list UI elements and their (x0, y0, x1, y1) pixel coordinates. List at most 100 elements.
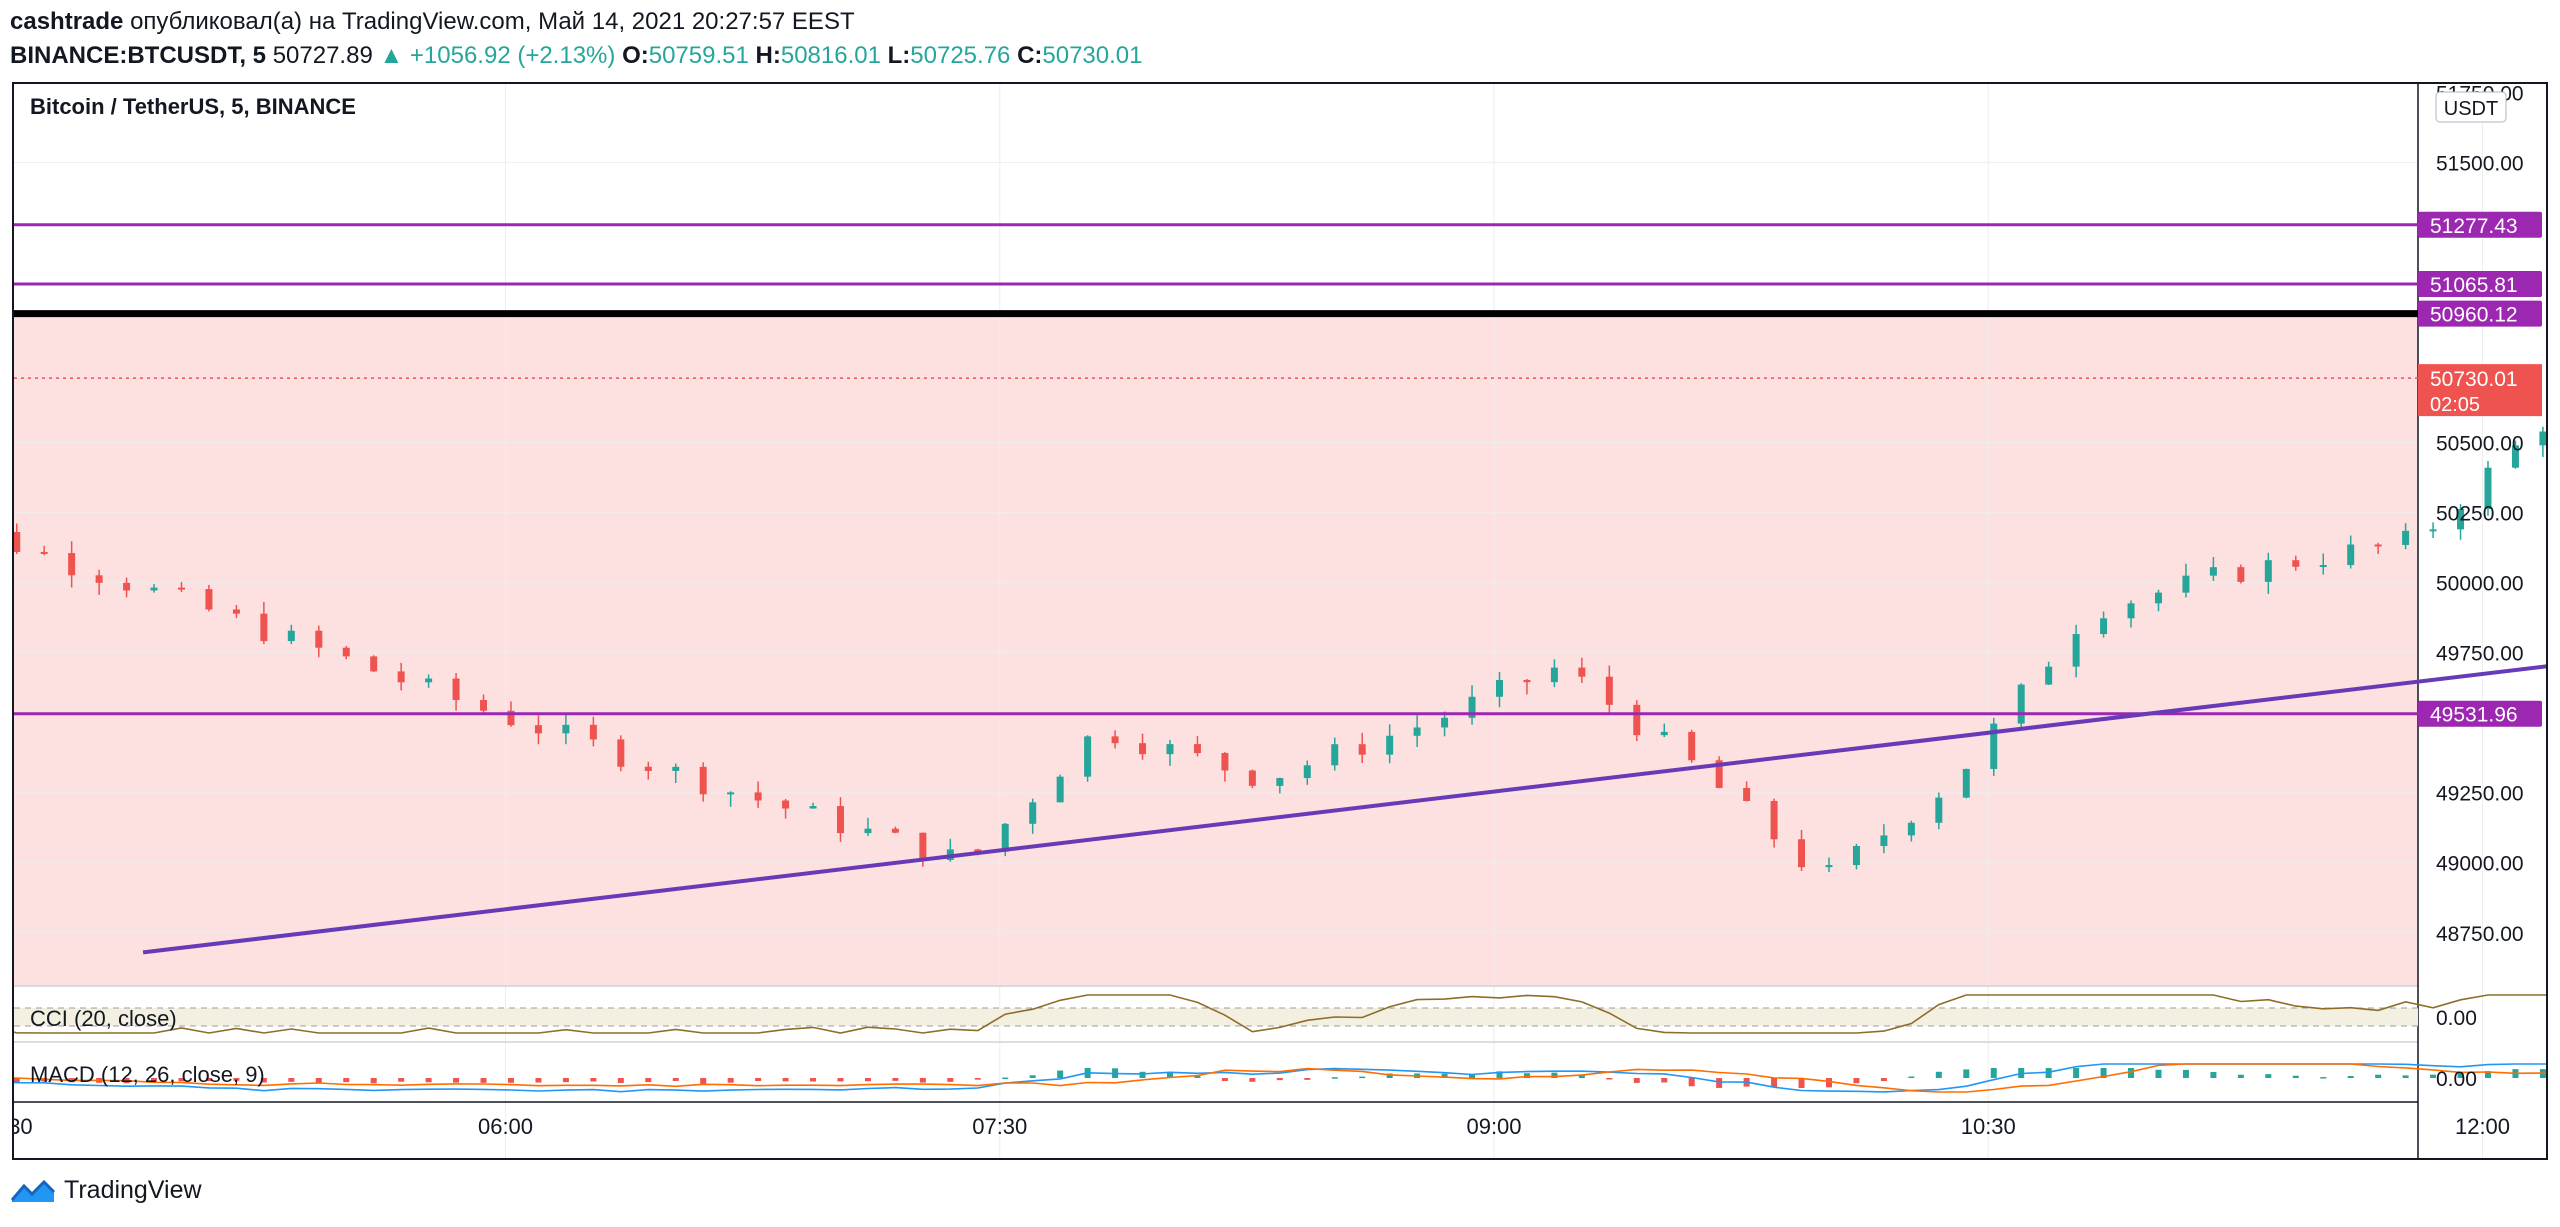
price-chart[interactable]: 425.84 (0.84%) 42584−1213.77 (−2.40%) −1… (0, 82, 2560, 1158)
level-price-label: 51065.81 (2430, 274, 2518, 297)
chart-frame: 425.84 (0.84%) 42584−1213.77 (−2.40%) −1… (0, 82, 2560, 1160)
macd-label: MACD (12, 26, close, 9) (30, 1062, 265, 1087)
macd-histogram-bar (1221, 1078, 1228, 1082)
candle-body (1798, 839, 1806, 868)
level-price-tag (2418, 211, 2542, 238)
candle-body (1166, 744, 1174, 755)
candle-body (2347, 544, 2355, 566)
macd-histogram-bar (700, 1078, 707, 1085)
candle-body (315, 630, 323, 648)
macd-histogram-bar (2182, 1069, 2189, 1078)
candle-body (2072, 634, 2080, 667)
candle-body (1139, 743, 1147, 755)
pink-zone (14, 313, 2418, 987)
countdown-label: 02:05 (2430, 394, 2480, 416)
open-label: O: (622, 42, 649, 69)
candle-body (672, 766, 680, 771)
trend-line (142, 662, 2560, 955)
macd-histogram-bar (1029, 1075, 1036, 1078)
candle-body (1962, 768, 1970, 798)
candle-body (1660, 731, 1668, 736)
macd-histogram-bar (1963, 1069, 1970, 1078)
currency-badge (2435, 91, 2507, 123)
candle-body (1331, 744, 1339, 766)
macd-histogram-bar (233, 1078, 240, 1081)
candle-body (1688, 731, 1696, 761)
brand-name: TradingView (64, 1176, 202, 1204)
candle-body (260, 613, 268, 642)
candle-body (1303, 765, 1311, 779)
macd-histogram-bar (1002, 1077, 1009, 1080)
candle-body (2457, 509, 2465, 530)
candle-body (2237, 567, 2245, 582)
candle-body (1386, 735, 1394, 755)
macd-histogram-bar (2292, 1075, 2299, 1078)
candle-body (2045, 666, 2053, 685)
cci-label: CCI (20, close) (30, 1006, 177, 1031)
candle-body (1990, 723, 1998, 769)
macd-histogram-bar (13, 1078, 20, 1083)
macd-histogram-bar (2265, 1074, 2272, 1078)
macd-histogram-bar (727, 1078, 734, 1083)
macd-histogram-bar (1194, 1075, 1201, 1078)
close-label: C: (1017, 42, 1043, 69)
y-tick-label: 49750.00 (2436, 643, 2524, 666)
y-tick-label: 49000.00 (2436, 853, 2524, 876)
y-tick-label: 49250.00 (2436, 783, 2524, 806)
macd-histogram-bar (892, 1078, 899, 1081)
macd-histogram-bar (645, 1078, 652, 1083)
macd-histogram-bar (755, 1078, 762, 1082)
macd-histogram-bar (1496, 1071, 1503, 1078)
candle-body (123, 582, 131, 591)
candle-body (13, 531, 21, 552)
macd-histogram-bar (2320, 1077, 2327, 1079)
tradingview-logo-icon (10, 1179, 56, 1202)
macd-histogram-bar (1771, 1078, 1778, 1088)
candle-body (2182, 575, 2190, 593)
candle-body (919, 832, 927, 860)
macd-histogram-bar (1057, 1070, 1064, 1078)
macd-histogram-bar (1304, 1078, 1311, 1080)
y-tick-label: 48750.00 (2436, 923, 2524, 946)
candle-body (232, 609, 240, 614)
macd-histogram-bar (1606, 1078, 1613, 1080)
macd-histogram-bar (837, 1078, 844, 1082)
author-name[interactable]: cashtrade (10, 8, 124, 35)
candle-body (2264, 560, 2272, 582)
level-price-tag (2418, 300, 2542, 327)
macd-histogram-bar (398, 1078, 405, 1082)
macd-histogram-bar (1249, 1078, 1256, 1082)
candle-body (1495, 679, 1503, 697)
y-tick-label: 50500.00 (2436, 433, 2524, 456)
level-price-tag (2418, 700, 2542, 727)
candle-body (342, 647, 350, 657)
macd-histogram-bar (919, 1078, 926, 1083)
candle-body (782, 800, 790, 809)
cci-value-label: 0.00 (2436, 1007, 2477, 1030)
candle-body (1029, 802, 1037, 824)
macd-histogram-bar (288, 1078, 295, 1082)
x-tick-label: 10:30 (1961, 1114, 2016, 1139)
candle-body (644, 766, 652, 771)
candle-body (2511, 445, 2519, 468)
cci-line (0, 994, 2560, 1034)
macd-histogram-bar (1880, 1078, 1887, 1082)
macd-histogram-bar (1441, 1073, 1448, 1078)
candle-body (1111, 736, 1119, 744)
candle-body (617, 739, 625, 767)
macd-histogram-bar (1139, 1071, 1146, 1078)
candle-body (1605, 676, 1613, 705)
candle-body (534, 725, 542, 734)
candle-body (891, 828, 899, 833)
macd-histogram-bar (453, 1078, 460, 1083)
macd-histogram-bar (672, 1078, 679, 1081)
macd-histogram-bar (178, 1078, 185, 1082)
candle-body (177, 587, 185, 590)
chart-title: Bitcoin / TetherUS, 5, BINANCE (30, 94, 356, 119)
candle-body (562, 724, 570, 734)
macd-histogram-bar (947, 1078, 954, 1082)
macd-histogram-bar (205, 1078, 212, 1082)
macd-histogram-bar (1798, 1078, 1805, 1088)
tradingview-logo[interactable]: TradingView (10, 1176, 202, 1205)
candle-body (2292, 560, 2300, 567)
